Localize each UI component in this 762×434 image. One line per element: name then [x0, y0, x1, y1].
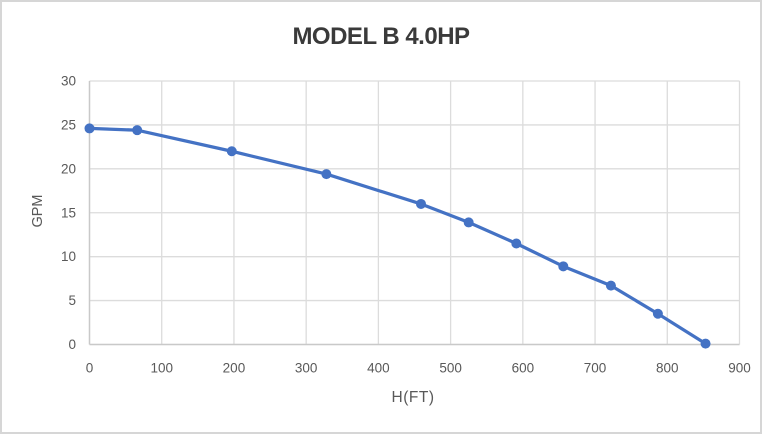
y-tick-label: 15: [61, 205, 76, 220]
y-tick-label: 30: [61, 74, 76, 89]
data-point-marker: [321, 169, 332, 180]
x-tick-label: 400: [367, 361, 390, 376]
x-tick-label: 200: [223, 361, 246, 376]
x-tick-label: 800: [656, 361, 679, 376]
y-tick-label: 20: [61, 161, 76, 176]
y-tick-label: 10: [61, 249, 76, 264]
data-point-marker: [416, 198, 426, 209]
y-tick-label: 0: [68, 337, 76, 352]
x-tick-label: 900: [728, 361, 751, 376]
y-tick-label: 25: [61, 117, 76, 132]
data-point-marker: [132, 125, 143, 136]
x-tick-label: 100: [150, 361, 173, 376]
x-tick-label: 0: [86, 361, 94, 376]
data-point-marker: [511, 238, 522, 249]
x-tick-label: 600: [512, 361, 535, 376]
x-tick-label: 500: [439, 361, 462, 376]
x-axis-title: H(FT): [391, 389, 435, 406]
data-series-line: [87, 126, 708, 346]
data-point-marker: [605, 280, 616, 291]
chart-title: MODEL B 4.0HP: [292, 23, 470, 50]
x-tick-label: 700: [584, 361, 607, 376]
y-axis-title: GPM: [30, 194, 46, 228]
data-point-marker: [700, 338, 711, 349]
data-point-marker: [84, 123, 95, 134]
data-point-marker: [463, 217, 474, 228]
data-point-marker: [558, 261, 569, 272]
data-point-marker: [652, 308, 663, 319]
x-tick-label: 300: [295, 361, 318, 376]
data-point-marker: [226, 146, 237, 157]
y-tick-label: 5: [68, 293, 76, 308]
